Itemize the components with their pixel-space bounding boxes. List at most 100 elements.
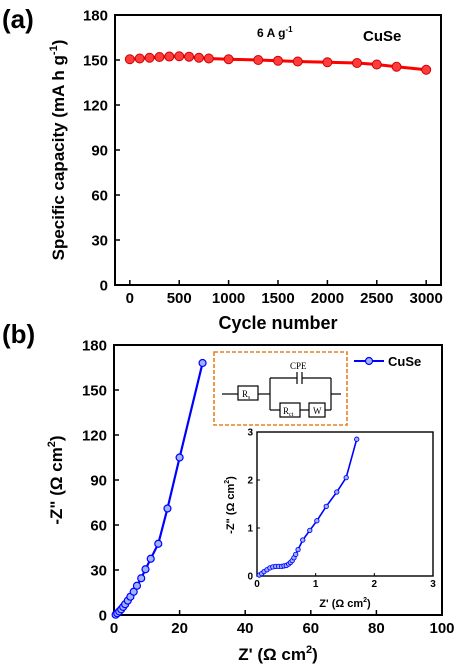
panel-a-data-point <box>253 55 264 65</box>
panel-b-data-point <box>175 453 184 462</box>
rct-label: Rct <box>283 406 294 418</box>
panel-b-x-tick-label: 0 <box>110 620 118 637</box>
panel-b-data-point <box>129 587 138 596</box>
panel-b-data-point <box>132 581 142 590</box>
inset-data-point <box>314 518 320 524</box>
inset-x-tick-label: 2 <box>372 579 378 590</box>
panel-a-x-tick-label: 0 <box>126 290 134 307</box>
inset-data-point <box>323 503 329 510</box>
inset-x-tick-label: 1 <box>313 579 319 590</box>
panel-a-data-point <box>352 58 363 68</box>
panel-a-data-point <box>144 52 155 63</box>
panel-b-data-point <box>137 574 146 583</box>
panel-b-x-axis-label: Z' (Ω cm2) <box>238 644 318 664</box>
inset-plot: 0 1 2 3 0 1 2 3 Z' (Ω cm2) -Z" (Ω cm2) <box>224 428 436 611</box>
inset-x-tick-label: 3 <box>430 579 436 590</box>
panel-b-x-tick-label: 100 <box>429 620 454 637</box>
panel-a-x-tick-label: 500 <box>167 290 192 307</box>
panel-a-y-tick-label: 30 <box>91 232 108 249</box>
panel-a-data-point <box>223 54 234 65</box>
inset-data-point <box>354 436 360 442</box>
panel-a-x-axis-label: Cycle number <box>218 313 337 333</box>
panel-a-y-tick-label: 180 <box>83 7 108 24</box>
panel-a-series-label: CuSe <box>363 28 401 45</box>
panel-b-y-tick-label: 120 <box>82 427 107 444</box>
equivalent-circuit-labels: CPE Rs Rct W <box>242 361 322 418</box>
panel-b-legend: CuSe <box>354 354 421 369</box>
panel-b-x-tick-label: 40 <box>237 620 254 637</box>
panel-b-series-line <box>114 362 204 616</box>
panel-a-data-point <box>371 59 382 70</box>
panel-a-data-point <box>154 52 165 62</box>
panel-a-data-point <box>292 56 303 67</box>
panel-b-y-tick-label: 150 <box>82 382 107 399</box>
panel-a-data-point <box>203 53 214 64</box>
inset-data-point <box>343 474 349 481</box>
inset-y-tick-label: 3 <box>247 428 253 439</box>
panel-a-y-tick-label: 60 <box>91 187 108 204</box>
inset-x-tick-label: 0 <box>254 579 260 590</box>
inset-data-point <box>295 546 301 553</box>
panel-a-label: (a) <box>2 4 34 34</box>
panel-a-data-point <box>124 54 135 65</box>
inset-frame <box>256 431 434 577</box>
panel-b-y-tick-label: 180 <box>82 337 107 354</box>
panel-b-data-point <box>154 539 163 548</box>
inset-data-point <box>307 527 313 534</box>
legend-marker <box>364 356 374 366</box>
panel-b-y-tick-label: 90 <box>90 472 107 489</box>
panel-b-data-point <box>146 554 155 563</box>
panel-a-plot-area <box>124 51 432 75</box>
panel-a-data-point <box>134 53 145 64</box>
inset-data-point <box>334 489 340 495</box>
panel-a-data-point <box>174 51 185 62</box>
panel-a-x-tick-label: 1500 <box>261 290 294 307</box>
panel-b-label: (b) <box>2 319 35 349</box>
panel-a-x-tick-label: 2000 <box>311 290 344 307</box>
inset-plot-area <box>256 436 360 578</box>
panel-b-data-point <box>163 504 172 513</box>
panel-b-x-tick-label: 80 <box>368 620 385 637</box>
inset-y-axis-label: -Z" (Ω cm2) <box>224 476 237 534</box>
panel-a-y-tick-label: 150 <box>83 52 108 69</box>
legend-label: CuSe <box>388 354 421 369</box>
inset-data-point <box>293 551 299 558</box>
panel-a-data-point <box>421 64 432 75</box>
panel-a-data-point <box>184 51 195 62</box>
inset-y-tick-label: 1 <box>247 524 253 535</box>
panel-b-data-point <box>198 358 207 368</box>
panel-a-x-tick-label: 1000 <box>212 290 245 307</box>
panel-a-data-point <box>193 52 204 63</box>
panel-a-y-tick-label: 0 <box>100 277 108 294</box>
panel-b-y-axis-label: -Z" (Ω cm2) <box>46 435 66 524</box>
w-label: W <box>313 406 322 416</box>
panel-a-data-point <box>273 55 283 66</box>
panel-b-data-point <box>141 565 150 574</box>
equivalent-circuit <box>213 351 348 426</box>
panel-a-ticks: 0 500 1000 1500 2000 2500 3000 0 30 60 90 120 150 180 <box>83 7 443 307</box>
panel-a-y-tick-label: 120 <box>83 97 108 114</box>
panel-a-x-tick-label: 2500 <box>360 290 393 307</box>
panel-b-x-tick-label: 20 <box>171 620 188 637</box>
panel-b-y-tick-label: 0 <box>99 607 107 624</box>
panel-a-data-point <box>322 57 333 68</box>
panel-b-y-tick-label: 30 <box>90 562 107 579</box>
cpe-label: CPE <box>290 361 307 371</box>
panel-a-data-point <box>391 61 402 72</box>
panel-a-y-axis-label: Specific capacity (mA h g-1) <box>48 40 68 261</box>
inset-ticks: 0 1 2 3 0 1 2 3 <box>247 428 436 591</box>
panel-a-data-point <box>164 51 175 62</box>
resistor-rs <box>237 385 259 401</box>
panel-a-rate-annotation: 6 A g-1 <box>257 25 293 40</box>
panel-a-y-tick-label: 90 <box>91 142 108 159</box>
panel-b-x-tick-label: 60 <box>302 620 319 637</box>
panel-b-y-tick-label: 60 <box>90 517 107 534</box>
rs-label: Rs <box>242 389 251 401</box>
panel-a-x-tick-label: 3000 <box>409 290 442 307</box>
inset-y-tick-label: 2 <box>247 476 253 487</box>
panel-a: (a) 6 A g-1 CuSe Cycle number Specific c… <box>2 4 443 333</box>
inset-y-tick-label: 0 <box>247 572 253 583</box>
panel-b-plot-area <box>111 358 207 619</box>
